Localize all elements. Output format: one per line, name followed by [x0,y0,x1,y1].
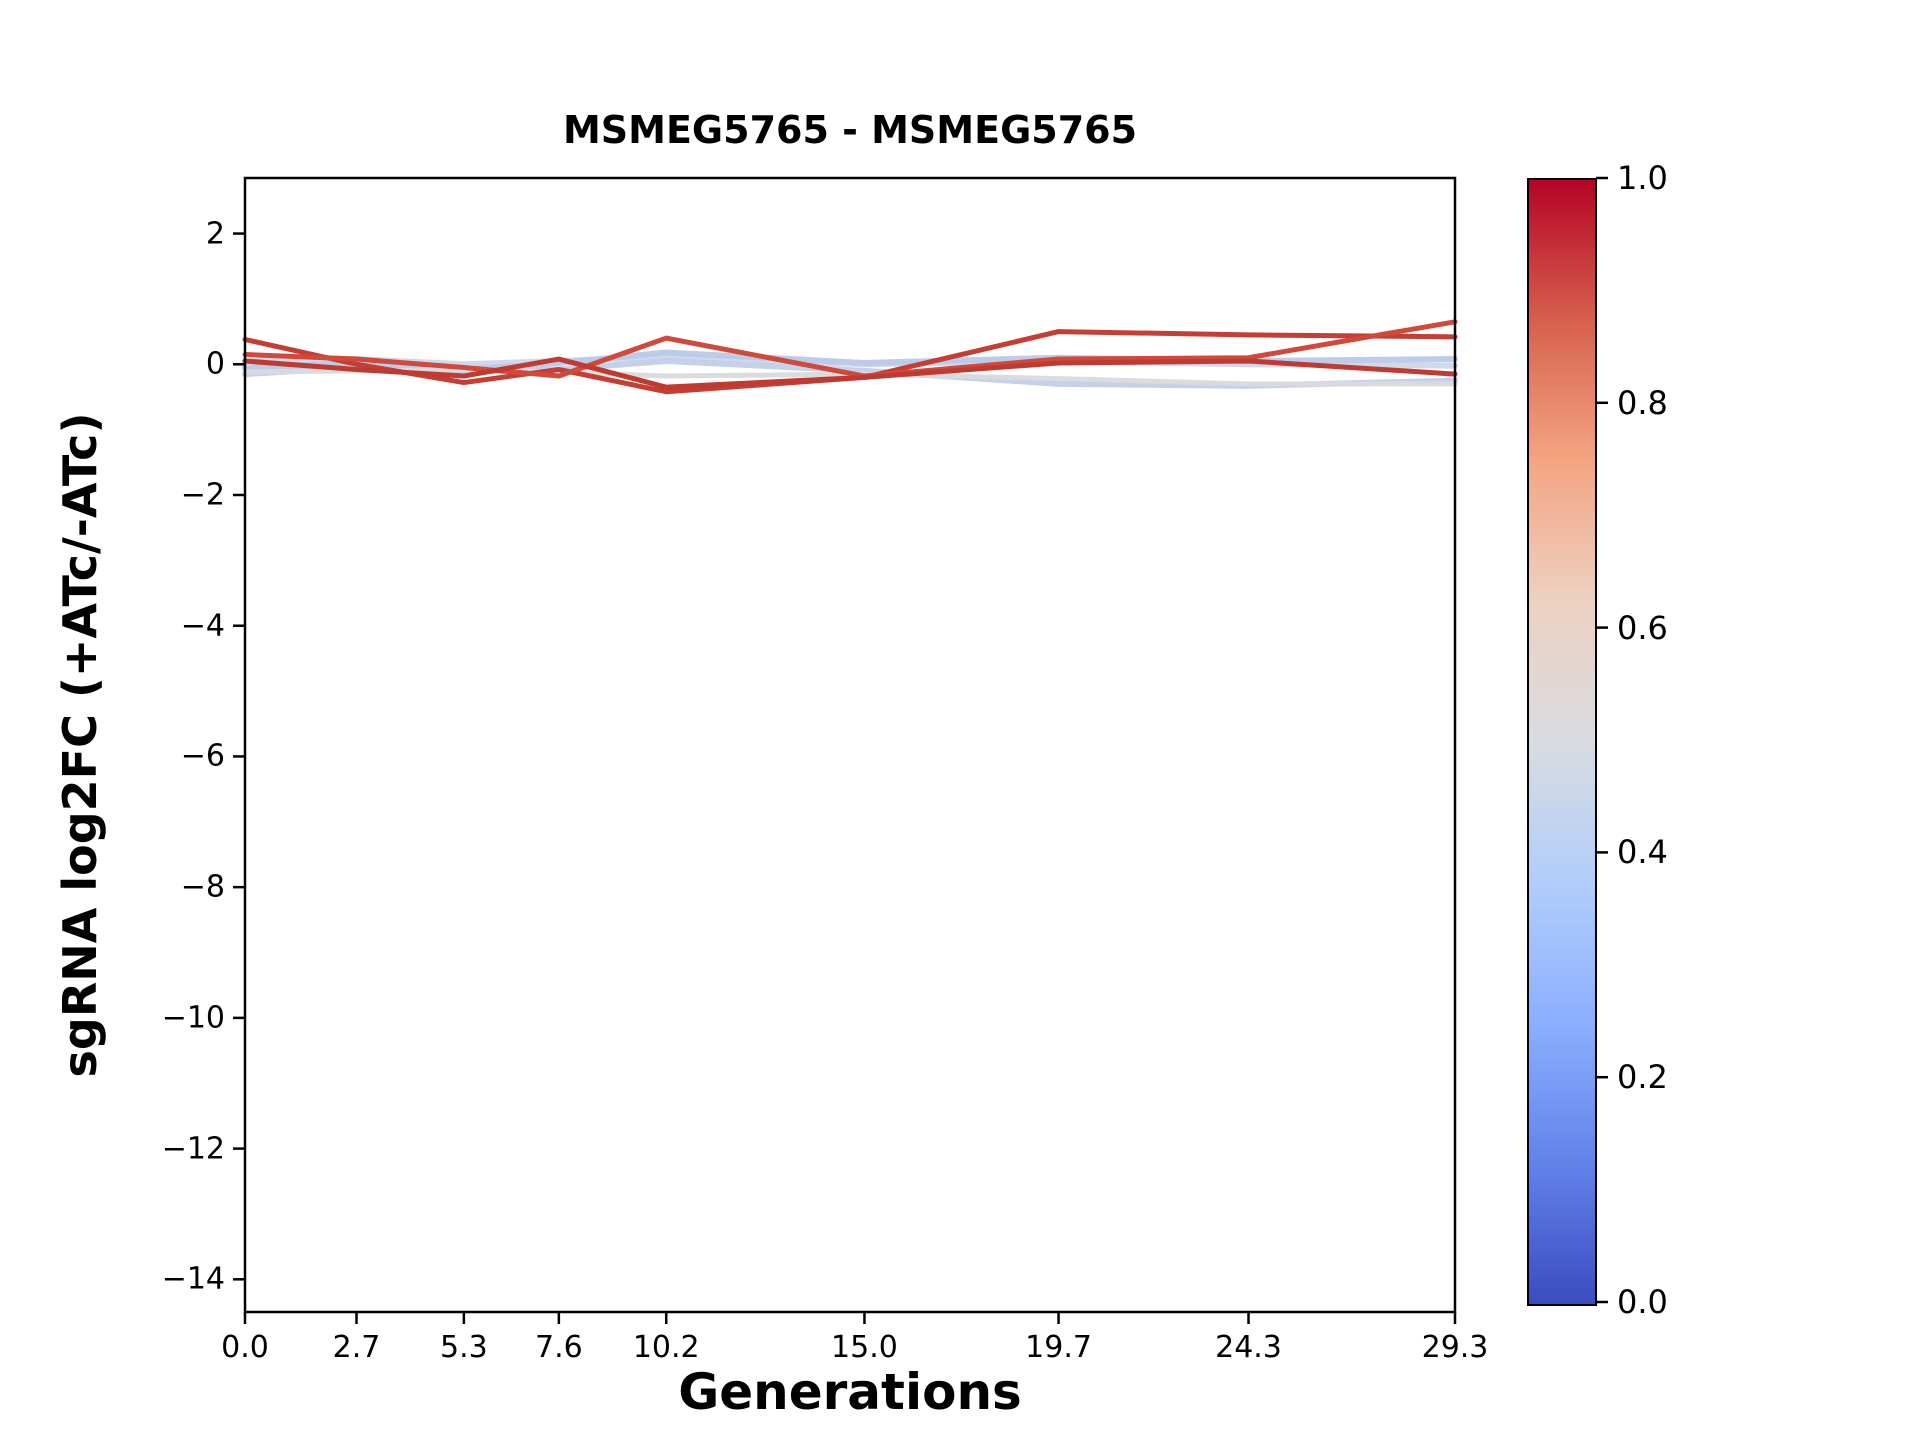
x-tick-label: 15.0 [831,1330,898,1365]
series-line-sgrna-blue-2 [242,358,1458,389]
colorbar-tick-label: 0.0 [1617,1283,1668,1321]
y-tick-label: 0 [205,346,225,382]
y-tick-label: −6 [180,738,225,774]
series-line-sgrna-blue-3 [242,349,1458,373]
x-tick-label: 10.2 [632,1330,700,1365]
series-line-sgrna-gray [242,367,1458,387]
colorbar-tick-label: 0.6 [1617,608,1668,647]
y-tick-label: −10 [161,1000,225,1036]
y-axis-label: sgRNA log2FC (+ATc/-ATc) [53,412,107,1078]
y-tick-label: −2 [180,477,225,513]
colorbar-tick-label: 1.0 [1617,159,1668,197]
series-line-sgrna-blue-1 [242,353,1458,369]
y-tick-label: −14 [161,1261,225,1297]
colorbar-tick-label: 0.4 [1617,833,1668,872]
x-tick-label: 7.6 [534,1330,583,1365]
x-tick-label: 2.7 [332,1330,381,1365]
x-axis-label: Generations [678,1363,1022,1421]
series-line-sgrna-red-1 [242,329,1458,395]
y-tick-label: −8 [180,869,225,905]
colorbar-tick-label: 0.2 [1617,1058,1668,1097]
x-tick-label: 5.3 [440,1330,488,1365]
axes-border [243,176,1457,1314]
x-tick-label: 19.7 [1025,1330,1092,1365]
y-tick-label: −4 [180,608,225,644]
x-tick-label: 29.3 [1421,1330,1489,1365]
colorbar-tick-label: 0.8 [1617,383,1668,422]
series-line-sgrna-red-2 [242,319,1458,379]
series-line-sgrna-red-3 [242,356,1458,390]
y-tick-label: 2 [205,216,225,252]
chart-title: MSMEG5765 - MSMEG5765 [562,108,1138,152]
x-tick-label: 0.0 [221,1330,269,1365]
y-tick-label: −12 [161,1131,225,1167]
x-tick-label: 24.3 [1215,1330,1282,1365]
colorbar-gradient [1527,178,1597,1306]
